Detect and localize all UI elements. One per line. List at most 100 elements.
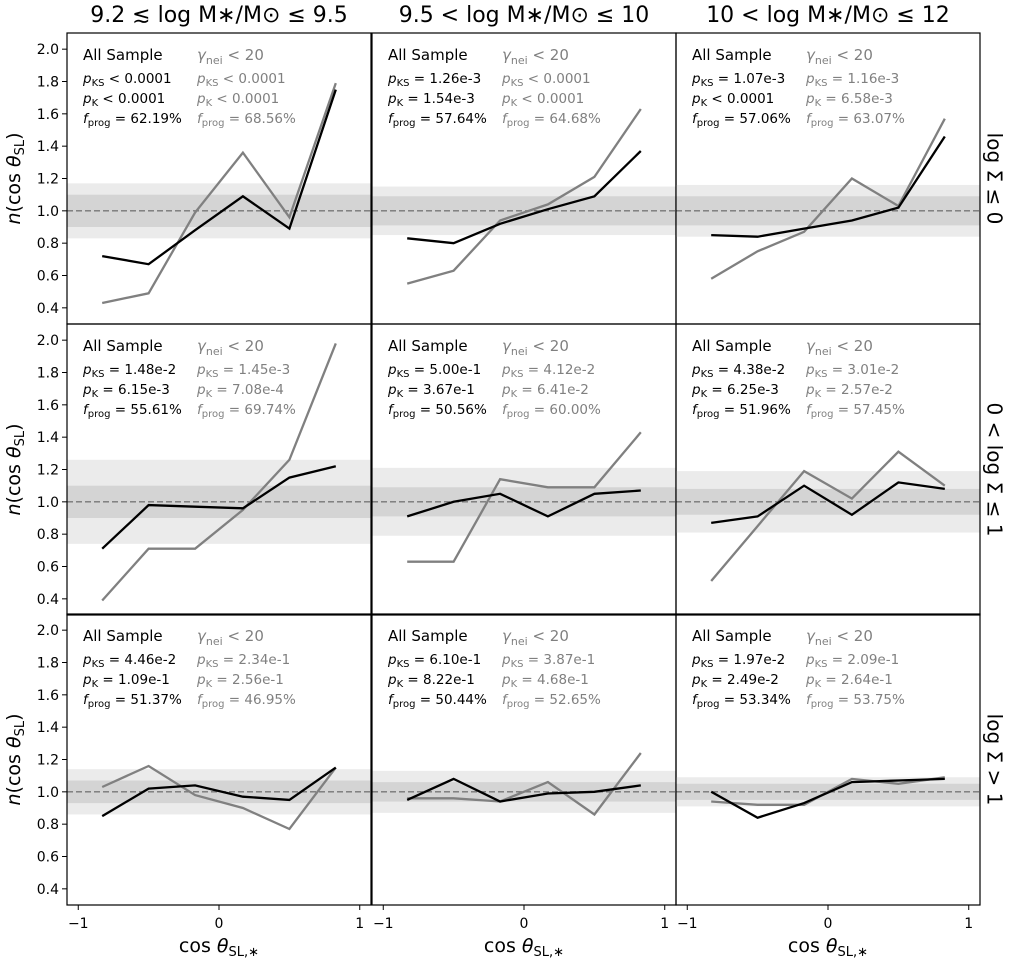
series-line-subsample <box>406 108 642 285</box>
y-tick-label: 0.6 <box>37 269 59 285</box>
stat-pk-subsample: pK = 4.68e-1 <box>501 672 589 690</box>
stat-pk-subsample: pK = 6.41e-2 <box>501 382 589 400</box>
series-line-subsample <box>710 118 946 280</box>
y-tick-label: 1.2 <box>37 172 59 188</box>
series-line-all-sample <box>101 465 337 550</box>
stat-fprog-subsample: fprog = 68.56% <box>197 111 296 129</box>
x-axis-label: cos θSL,∗ <box>179 935 259 960</box>
stat-fprog-all: fprog = 57.06% <box>692 111 791 129</box>
stat-pk-all: pK < 0.0001 <box>82 91 165 109</box>
y-tick-label: 1.4 <box>37 430 59 446</box>
legend-subsample: γnei < 20 <box>806 627 873 648</box>
panel-r0-c1: All Sample γnei < 20 pKS = 1.26e-3 pK = 1.5… <box>371 32 677 325</box>
y-tick-label: 1.8 <box>37 366 59 382</box>
stat-pks-all: pKS = 4.38e-2 <box>691 362 785 380</box>
y-tick-label: 0.8 <box>37 817 59 833</box>
stat-pks-subsample: pKS < 0.0001 <box>501 71 591 89</box>
stat-pk-all: pK < 0.0001 <box>691 91 774 109</box>
column-title-0: 9.2 ≲ log M∗/M⊙ ≤ 9.5 <box>90 3 348 28</box>
stat-fprog-all: fprog = 50.44% <box>388 692 487 710</box>
y-axis-label: n(cos θSL) <box>3 423 28 515</box>
x-tick-label: 1 <box>964 916 973 932</box>
stat-fprog-all: fprog = 62.19% <box>83 111 182 129</box>
x-tick-label: −1 <box>677 916 698 932</box>
stat-pk-all: pK = 1.54e-3 <box>387 91 475 109</box>
legend-all-sample: All Sample <box>388 627 468 645</box>
y-axis-label: n(cos θSL) <box>3 132 28 224</box>
stat-pks-all: pKS = 5.00e-1 <box>387 362 481 380</box>
stat-pks-subsample: pKS < 0.0001 <box>196 71 286 89</box>
legend-all-sample: All Sample <box>692 627 772 645</box>
series-line-subsample <box>101 764 337 831</box>
y-tick-label: 1.6 <box>37 107 59 123</box>
stat-pks-all: pKS < 0.0001 <box>82 71 172 89</box>
stat-pks-subsample: pKS = 1.45e-3 <box>196 362 290 380</box>
panel-r2-c1: All Sample γnei < 20 pKS = 6.10e-1 pK = 8.2… <box>371 613 677 932</box>
panel-r0-c0: All Sample γnei < 20 pKS < 0.0001 pK < 0.00… <box>37 32 372 325</box>
stat-fprog-subsample: fprog = 52.65% <box>502 692 601 710</box>
y-tick-label: 1.4 <box>37 720 59 736</box>
y-tick-label: 1.2 <box>37 463 59 479</box>
y-tick-label: 1.0 <box>37 495 59 511</box>
series-line-all-sample <box>711 135 946 238</box>
y-tick-label: 1.0 <box>37 785 59 801</box>
series-line-subsample <box>710 450 946 582</box>
stat-pk-subsample: pK < 0.0001 <box>501 91 584 109</box>
y-tick-label: 1.8 <box>37 656 59 672</box>
stat-fprog-subsample: fprog = 64.68% <box>502 111 601 129</box>
series-line-subsample <box>101 82 337 305</box>
x-axis-label: cos θSL,∗ <box>788 935 868 960</box>
stat-pk-subsample: pK = 6.58e-3 <box>805 91 893 109</box>
legend-all-sample: All Sample <box>388 337 468 355</box>
y-tick-label: 0.4 <box>37 301 59 317</box>
panel-r1-c1: All Sample γnei < 20 pKS = 5.00e-1 pK = 3.6… <box>371 323 677 616</box>
y-tick-label: 1.2 <box>37 753 59 769</box>
column-title-2: 10 < log M∗/M⊙ ≤ 12 <box>706 3 950 28</box>
y-tick-label: 0.6 <box>37 850 59 866</box>
stat-pk-all: pK = 8.22e-1 <box>387 672 475 690</box>
stat-pks-all: pKS = 1.48e-2 <box>82 362 176 380</box>
legend-all-sample: All Sample <box>692 337 772 355</box>
panel-r2-c2: All Sample γnei < 20 pKS = 1.97e-2 pK = 2.4… <box>675 613 981 932</box>
series-line-all-sample <box>406 777 641 803</box>
y-axis-label: n(cos θSL) <box>3 713 28 805</box>
series-line-subsample <box>407 431 642 563</box>
series-line-subsample <box>407 752 642 817</box>
y-tick-label: 1.4 <box>37 139 59 155</box>
row-label-0: log Σ ≤ 0 <box>983 133 1007 225</box>
x-tick-label: 0 <box>824 916 833 932</box>
stat-fprog-subsample: fprog = 63.07% <box>806 111 905 129</box>
column-title-1: 9.5 < log M∗/M⊙ ≤ 10 <box>399 3 650 28</box>
y-tick-label: 0.4 <box>37 882 59 898</box>
stat-pks-subsample: pKS = 1.16e-3 <box>805 71 899 89</box>
stat-pk-all: pK = 6.15e-3 <box>82 382 170 400</box>
stat-fprog-subsample: fprog = 69.74% <box>197 402 296 420</box>
series-line-all-sample <box>710 777 945 819</box>
y-tick-label: 2.0 <box>37 42 59 58</box>
stat-fprog-subsample: fprog = 60.00% <box>502 402 601 420</box>
stat-fprog-subsample: fprog = 46.95% <box>197 692 296 710</box>
stat-fprog-all: fprog = 51.96% <box>692 402 791 420</box>
series-line-subsample <box>101 342 337 602</box>
y-tick-label: 0.8 <box>37 527 59 543</box>
series-line-all-sample <box>406 489 641 518</box>
legend-subsample: γnei < 20 <box>502 337 569 358</box>
stat-pks-all: pKS = 6.10e-1 <box>387 652 481 670</box>
legend-all-sample: All Sample <box>388 46 468 64</box>
stat-fprog-all: fprog = 53.34% <box>692 692 791 710</box>
y-tick-label: 0.6 <box>37 560 59 576</box>
x-tick-label: 1 <box>660 916 669 932</box>
y-tick-label: 1.0 <box>37 204 59 220</box>
stat-pk-all: pK = 2.49e-2 <box>691 672 779 690</box>
x-tick-label: 1 <box>355 916 364 932</box>
stat-pk-subsample: pK = 2.64e-1 <box>805 672 893 690</box>
stat-fprog-subsample: fprog = 57.45% <box>806 402 905 420</box>
panel-frame <box>675 323 981 616</box>
stat-pk-all: pK = 6.25e-3 <box>691 382 779 400</box>
stat-pks-subsample: pKS = 3.87e-1 <box>501 652 595 670</box>
y-tick-label: 0.8 <box>37 236 59 252</box>
row-label-1: 0 < log Σ ≤ 1 <box>983 403 1007 537</box>
y-tick-label: 2.0 <box>37 623 59 639</box>
panel-r2-c0: All Sample γnei < 20 pKS = 4.46e-2 pK = 1.0… <box>37 613 372 932</box>
series-line-all-sample <box>407 150 642 245</box>
